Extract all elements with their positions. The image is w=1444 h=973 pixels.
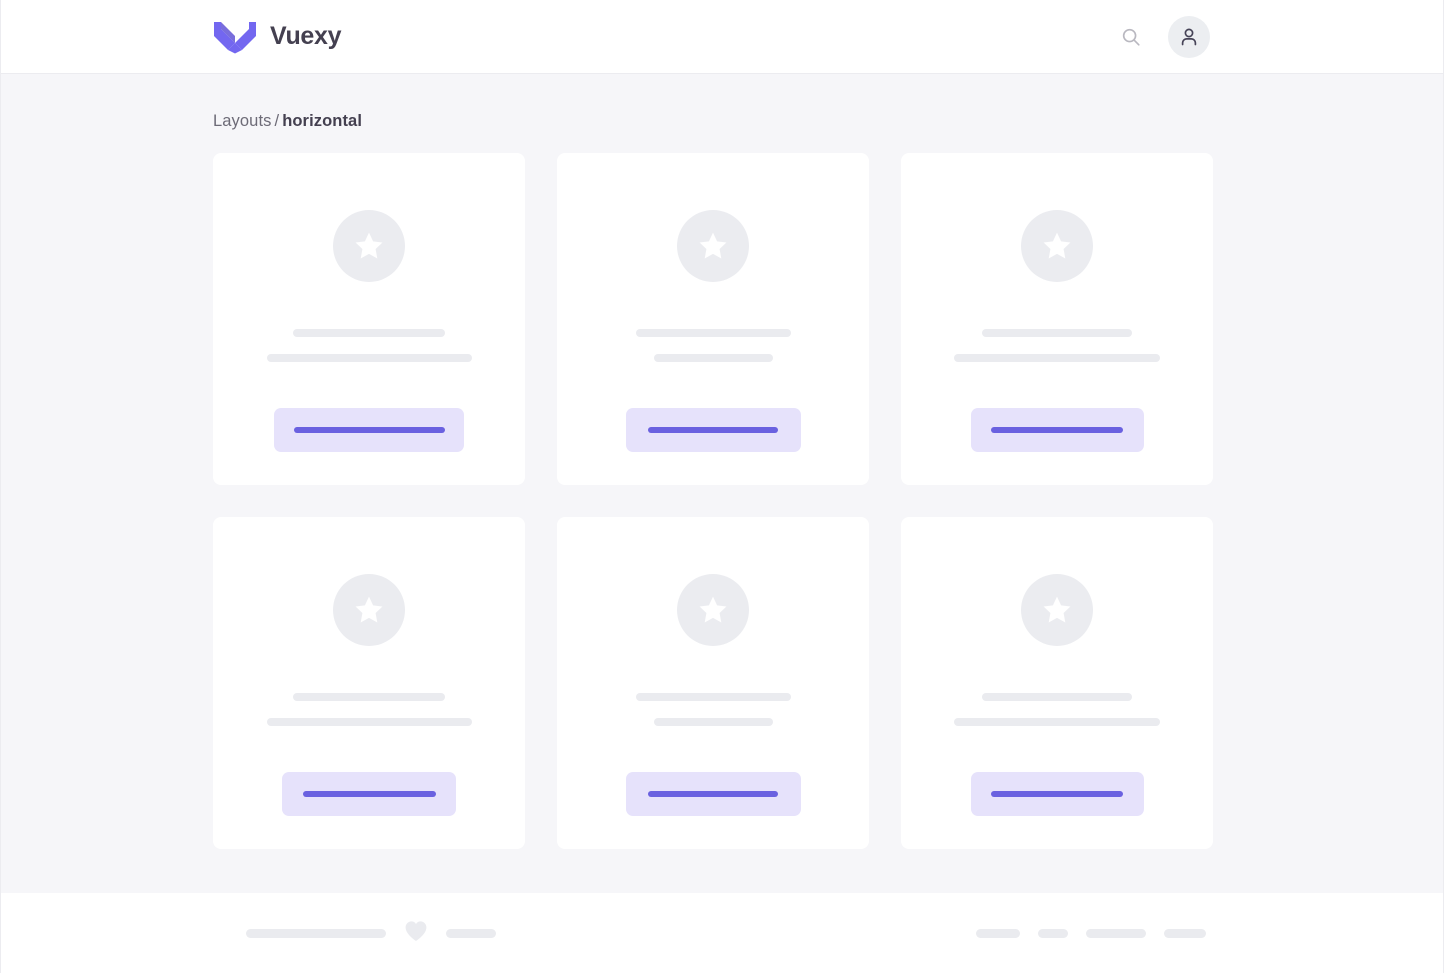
card-action-button[interactable] bbox=[625, 772, 801, 816]
footer-link-bar[interactable] bbox=[1086, 928, 1146, 938]
star-icon bbox=[355, 596, 383, 623]
skeleton-line-1 bbox=[635, 693, 791, 701]
card-avatar bbox=[1021, 210, 1093, 282]
content-card[interactable] bbox=[213, 153, 525, 485]
breadcrumb-root[interactable]: Layouts bbox=[213, 112, 272, 130]
card-skeleton-lines bbox=[213, 693, 525, 726]
card-skeleton-lines bbox=[901, 329, 1213, 362]
content-card[interactable] bbox=[557, 153, 869, 485]
search-icon[interactable] bbox=[1118, 24, 1144, 50]
card-skeleton-lines bbox=[557, 693, 869, 726]
content-card[interactable] bbox=[901, 153, 1213, 485]
skeleton-line-2 bbox=[266, 718, 472, 726]
card-button-label-bar bbox=[293, 427, 445, 433]
vuexy-chevron-logo-icon bbox=[214, 20, 256, 54]
brand-name-label: Vuexy bbox=[270, 22, 342, 50]
footer-right-group bbox=[976, 928, 1206, 938]
card-action-button[interactable] bbox=[274, 408, 464, 452]
card-avatar bbox=[677, 210, 749, 282]
skeleton-line-2 bbox=[266, 354, 472, 362]
star-icon bbox=[699, 596, 727, 623]
star-icon bbox=[699, 232, 727, 259]
user-avatar[interactable] bbox=[1168, 15, 1210, 58]
heart-icon bbox=[404, 920, 428, 947]
skeleton-line-1 bbox=[293, 693, 445, 701]
app-footer bbox=[1, 893, 1443, 973]
card-button-label-bar bbox=[648, 791, 778, 797]
breadcrumb-current: horizontal bbox=[282, 112, 363, 130]
breadcrumb-separator: / bbox=[274, 112, 280, 130]
skeleton-line-2 bbox=[954, 718, 1160, 726]
card-skeleton-lines bbox=[557, 329, 869, 362]
card-action-button[interactable] bbox=[970, 408, 1144, 452]
card-button-label-bar bbox=[648, 427, 778, 433]
content-card[interactable] bbox=[901, 517, 1213, 849]
star-icon bbox=[1043, 596, 1071, 623]
skeleton-line-2 bbox=[653, 718, 773, 726]
skeleton-line-1 bbox=[982, 329, 1132, 337]
content-card[interactable] bbox=[557, 517, 869, 849]
card-button-label-bar bbox=[991, 427, 1123, 433]
footer-link-bar[interactable] bbox=[1038, 928, 1068, 938]
brand-logo-area[interactable]: Vuexy bbox=[214, 20, 342, 54]
header-actions bbox=[1118, 15, 1210, 58]
card-action-button[interactable] bbox=[282, 772, 456, 816]
user-avatar-icon bbox=[1181, 28, 1197, 45]
card-avatar bbox=[333, 574, 405, 646]
skeleton-line-1 bbox=[635, 329, 791, 337]
skeleton-line-2 bbox=[653, 354, 773, 362]
star-icon bbox=[1043, 232, 1071, 259]
footer-link-bar[interactable] bbox=[976, 928, 1020, 938]
footer-link-bar[interactable] bbox=[1164, 928, 1206, 938]
skeleton-line-2 bbox=[954, 354, 1160, 362]
main-content: Layouts / horizontal bbox=[1, 74, 1443, 893]
card-button-label-bar bbox=[991, 791, 1123, 797]
footer-left-group bbox=[246, 920, 496, 947]
footer-skeleton-bar bbox=[246, 928, 386, 938]
card-action-button[interactable] bbox=[625, 408, 801, 452]
card-avatar bbox=[333, 210, 405, 282]
card-grid bbox=[213, 153, 1231, 849]
card-avatar bbox=[1021, 574, 1093, 646]
card-action-button[interactable] bbox=[970, 772, 1144, 816]
star-icon bbox=[355, 232, 383, 259]
skeleton-line-1 bbox=[982, 693, 1132, 701]
card-skeleton-lines bbox=[901, 693, 1213, 726]
card-avatar bbox=[677, 574, 749, 646]
skeleton-line-1 bbox=[293, 329, 445, 337]
content-card[interactable] bbox=[213, 517, 525, 849]
app-header: Vuexy bbox=[1, 0, 1443, 74]
card-skeleton-lines bbox=[213, 329, 525, 362]
footer-skeleton-bar bbox=[446, 928, 496, 938]
card-button-label-bar bbox=[302, 791, 436, 797]
breadcrumb: Layouts / horizontal bbox=[213, 112, 1231, 131]
